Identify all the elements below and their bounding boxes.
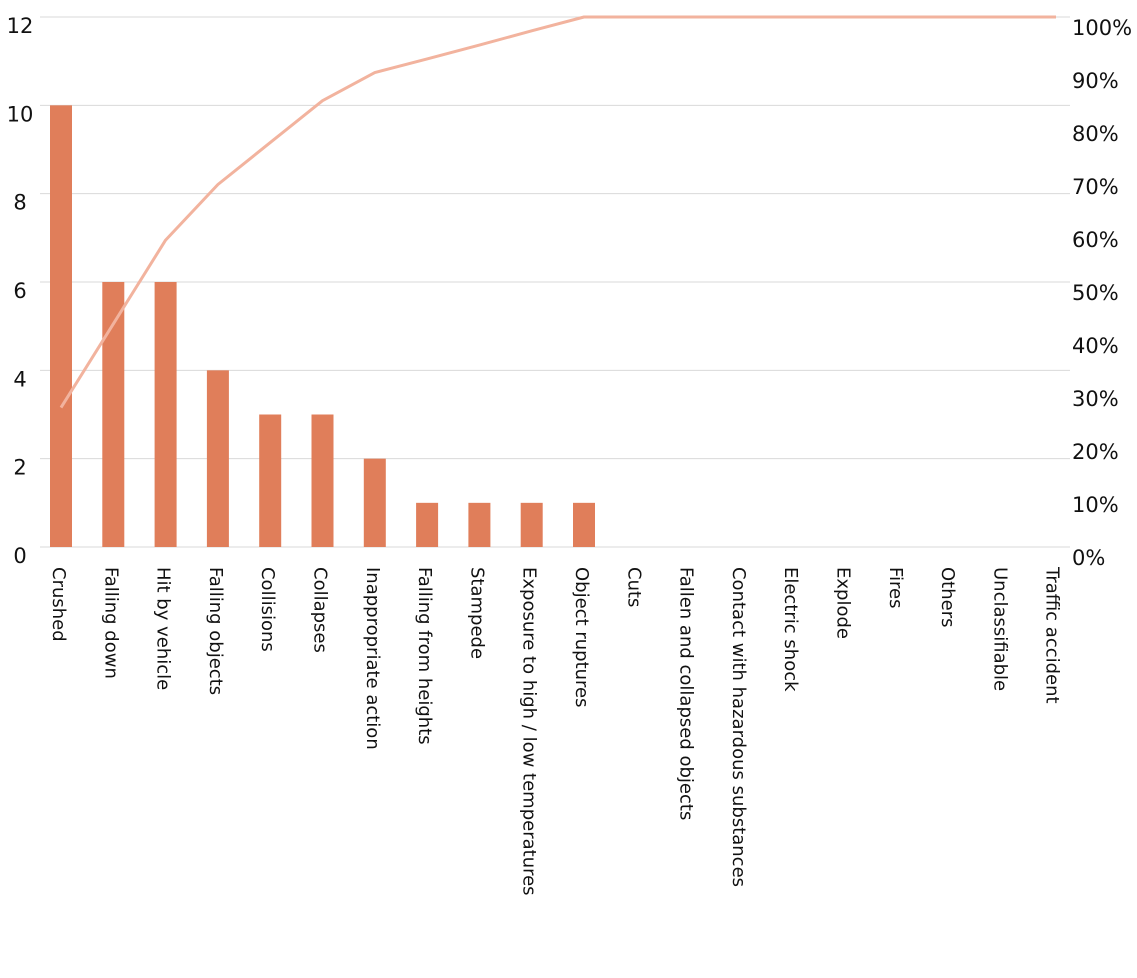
y2-tick-label: 40% — [1072, 334, 1119, 358]
x-tick-label: Falling from heights — [414, 567, 435, 745]
y-axis-right: 0% 10% 20% 30% 40% 50% 60% 70% 80% 90% 100% — [1072, 16, 1132, 570]
x-tick-label: Stampede — [466, 567, 487, 659]
bar-series — [50, 105, 595, 547]
bar — [50, 105, 72, 547]
bar — [363, 458, 386, 547]
x-tick-label: Crushed — [48, 567, 69, 642]
x-tick-label: Fallen and collapsed objects — [676, 567, 697, 820]
y2-tick-label: 90% — [1072, 69, 1119, 93]
cumulative-line — [59, 15, 1056, 409]
bar — [259, 414, 282, 547]
x-tick-label: Traffic accident — [1042, 566, 1063, 704]
y-tick-label: 0 — [13, 544, 26, 568]
y-tick-label: 8 — [13, 191, 26, 215]
x-tick-label: Contact with hazardous substances — [728, 567, 749, 887]
y-tick-label: 2 — [13, 456, 26, 480]
cumulative-line-series — [59, 15, 1056, 409]
x-tick-label: Object ruptures — [571, 567, 592, 708]
x-tick-label: Cuts — [623, 567, 644, 607]
x-tick-label: Explode — [833, 567, 854, 639]
bar — [154, 282, 177, 547]
x-tick-label: Falling down — [100, 567, 121, 679]
bar — [311, 414, 334, 547]
y2-tick-label: 80% — [1072, 122, 1119, 146]
y2-tick-label: 30% — [1072, 387, 1119, 411]
y2-tick-label: 60% — [1072, 228, 1119, 252]
x-tick-label: Unclassifiable — [989, 567, 1010, 691]
bar — [573, 502, 595, 547]
bar — [102, 282, 125, 547]
x-tick-label: Electric shock — [780, 567, 801, 692]
x-tick-label: Hit by vehicle — [153, 567, 174, 690]
y2-tick-label: 20% — [1072, 440, 1119, 464]
bar — [206, 370, 229, 547]
x-tick-label: Collisions — [257, 567, 278, 652]
y-tick-label: 10 — [7, 102, 34, 126]
y-tick-label: 12 — [7, 14, 34, 38]
gridlines — [40, 16, 1070, 548]
x-tick-label: Others — [937, 567, 958, 628]
y2-tick-label: 10% — [1072, 493, 1119, 517]
x-tick-label: Collapses — [310, 567, 331, 653]
y2-tick-label: 100% — [1072, 16, 1132, 40]
bar — [468, 502, 491, 547]
y2-tick-label: 50% — [1072, 281, 1119, 305]
bar — [416, 502, 439, 547]
y-tick-label: 4 — [13, 367, 26, 391]
x-axis: Crushed Falling down Hit by vehicle Falling… — [48, 566, 1063, 896]
x-tick-label: Inappropriate action — [362, 567, 383, 750]
x-tick-label: Exposure to high / low temperatures — [519, 567, 540, 896]
x-tick-label: Fires — [885, 567, 906, 609]
y-axis-left: 0 2 4 6 8 10 12 — [7, 14, 34, 568]
y2-tick-label: 0% — [1072, 546, 1105, 570]
x-tick-label: Falling objects — [205, 567, 226, 695]
y2-tick-label: 70% — [1072, 175, 1119, 199]
bar — [520, 502, 543, 547]
y-tick-label: 6 — [13, 279, 26, 303]
